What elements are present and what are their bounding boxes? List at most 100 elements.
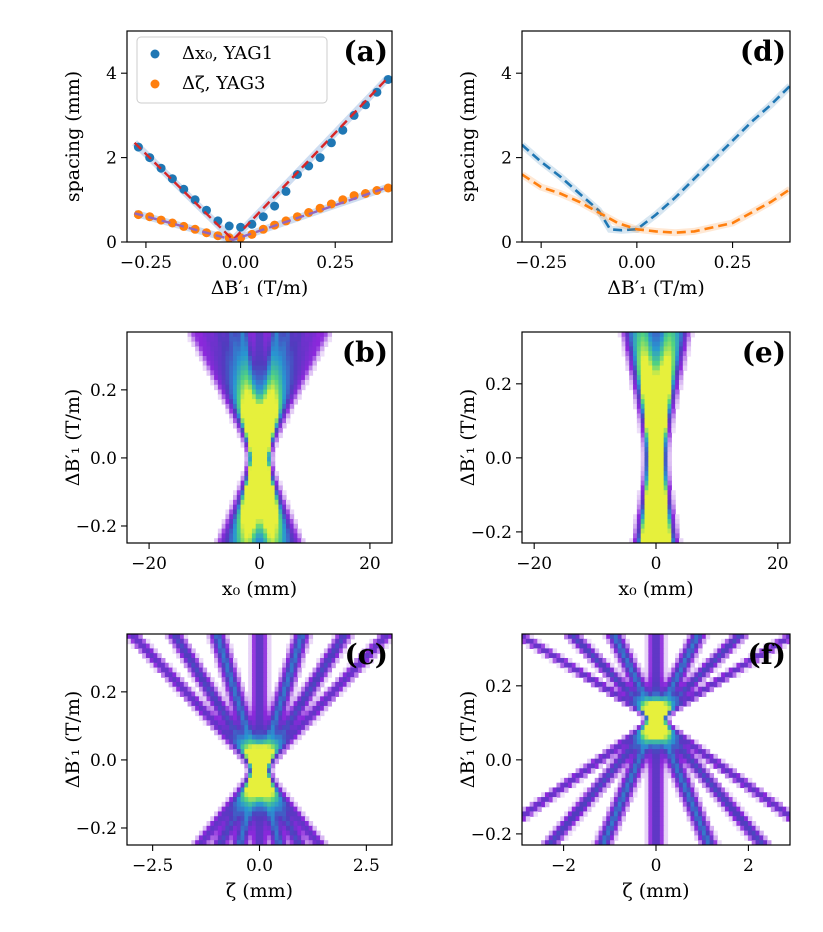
heatmap-cell <box>225 715 230 721</box>
heatmap-cell <box>157 667 162 673</box>
heatmap-cell <box>755 830 760 837</box>
heatmap-cell <box>267 653 272 659</box>
heatmap-cell <box>240 499 245 506</box>
heatmap-cell <box>293 681 298 688</box>
heatmap-cell <box>293 653 298 659</box>
heatmap-cell <box>663 801 669 808</box>
heatmap-cell <box>240 797 245 803</box>
heatmap-cell <box>709 825 715 832</box>
heatmap-cell <box>667 408 672 415</box>
heatmap-cell <box>221 379 227 386</box>
heatmap-cell <box>233 677 238 683</box>
heatmap-cell <box>229 801 234 808</box>
heatmap-cell <box>740 634 745 640</box>
heatmap-cell <box>286 811 291 817</box>
heatmap-cell <box>663 739 669 745</box>
heatmap-cell <box>251 456 257 463</box>
heatmap-cell <box>286 418 291 424</box>
plot-area-d <box>522 83 790 237</box>
heatmap-cell <box>214 701 219 707</box>
heatmap-cell <box>694 749 699 755</box>
heatmap-cell <box>191 672 196 678</box>
heatmap-cell <box>625 681 630 688</box>
heatmap-cell <box>304 643 310 649</box>
heatmap-cell <box>721 768 726 774</box>
heatmap-cell <box>195 835 200 841</box>
heatmap-cell <box>267 447 272 453</box>
heatmap-cell <box>640 749 646 755</box>
heatmap-cell <box>678 648 684 654</box>
heatmap-cell <box>648 346 653 352</box>
y-tick-label: 0 <box>501 233 512 253</box>
heatmap-cell <box>656 466 661 472</box>
heatmap-cell <box>263 777 268 784</box>
heatmap-cell <box>289 825 295 832</box>
heatmap-cell <box>248 672 253 678</box>
heatmap-cell <box>548 648 554 654</box>
heatmap-cell <box>233 811 238 817</box>
heatmap-cell <box>263 394 268 400</box>
heatmap-cell <box>602 825 607 832</box>
heatmap-cell <box>617 648 623 654</box>
heatmap-cell <box>671 758 676 765</box>
heatmap-cell <box>659 739 665 745</box>
heatmap-cell <box>678 653 684 659</box>
heatmap-cell <box>380 638 386 645</box>
heatmap-cell <box>255 681 261 688</box>
heatmap-cell <box>214 821 219 827</box>
heatmap-cell <box>705 657 711 664</box>
heatmap-cell <box>331 657 336 664</box>
heatmap-cell <box>248 662 253 669</box>
heatmap-cell <box>244 782 249 789</box>
heatmap-cell <box>644 643 649 649</box>
heatmap-cell <box>617 677 623 683</box>
heatmap-cell <box>316 715 321 721</box>
heatmap-cell <box>656 821 661 827</box>
heatmap-cell <box>251 418 257 424</box>
heatmap-cell <box>270 384 276 391</box>
heatmap-cell <box>320 681 325 688</box>
heatmap-cell <box>127 634 132 640</box>
heatmap-cell <box>613 768 619 774</box>
heatmap-cell <box>613 811 619 817</box>
heatmap-cell <box>740 821 745 827</box>
heatmap-cell <box>564 787 569 793</box>
heatmap-cell <box>659 696 665 702</box>
heatmap-cell <box>263 662 268 669</box>
heatmap-cell <box>301 691 306 697</box>
heatmap-cell <box>640 466 646 472</box>
heatmap-cell <box>678 662 684 669</box>
heatmap-cell <box>244 379 249 386</box>
heatmap-cell <box>331 662 336 669</box>
heatmap-cell <box>636 696 642 702</box>
heatmap-cell <box>686 782 692 789</box>
heatmap-cell <box>270 753 276 760</box>
heatmap-cell <box>671 509 676 515</box>
heatmap-cell <box>217 341 223 347</box>
heatmap-cell <box>686 749 692 755</box>
heatmap-cell <box>289 840 295 845</box>
heatmap-cell <box>636 523 642 530</box>
heatmap-cell <box>606 840 611 845</box>
heatmap-cell <box>270 475 276 482</box>
heatmap-cell <box>282 418 287 424</box>
heatmap-cell <box>763 835 768 841</box>
heatmap-cell <box>233 495 238 501</box>
heatmap-cell <box>251 413 257 419</box>
heatmap-cell <box>195 681 200 688</box>
heatmap-cell <box>564 777 569 784</box>
heatmap-cell <box>682 686 688 693</box>
heatmap-cell <box>251 461 257 467</box>
heatmap-cell <box>606 753 611 760</box>
heatmap-cell <box>214 720 219 726</box>
heatmap-cell <box>229 835 234 841</box>
heatmap-cell <box>229 816 234 822</box>
heatmap-cell <box>221 806 227 813</box>
heatmap-cell <box>682 653 688 659</box>
heatmap-cell <box>248 744 253 750</box>
heatmap-cell <box>255 720 261 726</box>
heatmap-cell <box>255 451 261 458</box>
heatmap-cell <box>267 427 272 434</box>
heatmap-cell <box>259 442 264 448</box>
heatmap-cell <box>316 681 321 688</box>
